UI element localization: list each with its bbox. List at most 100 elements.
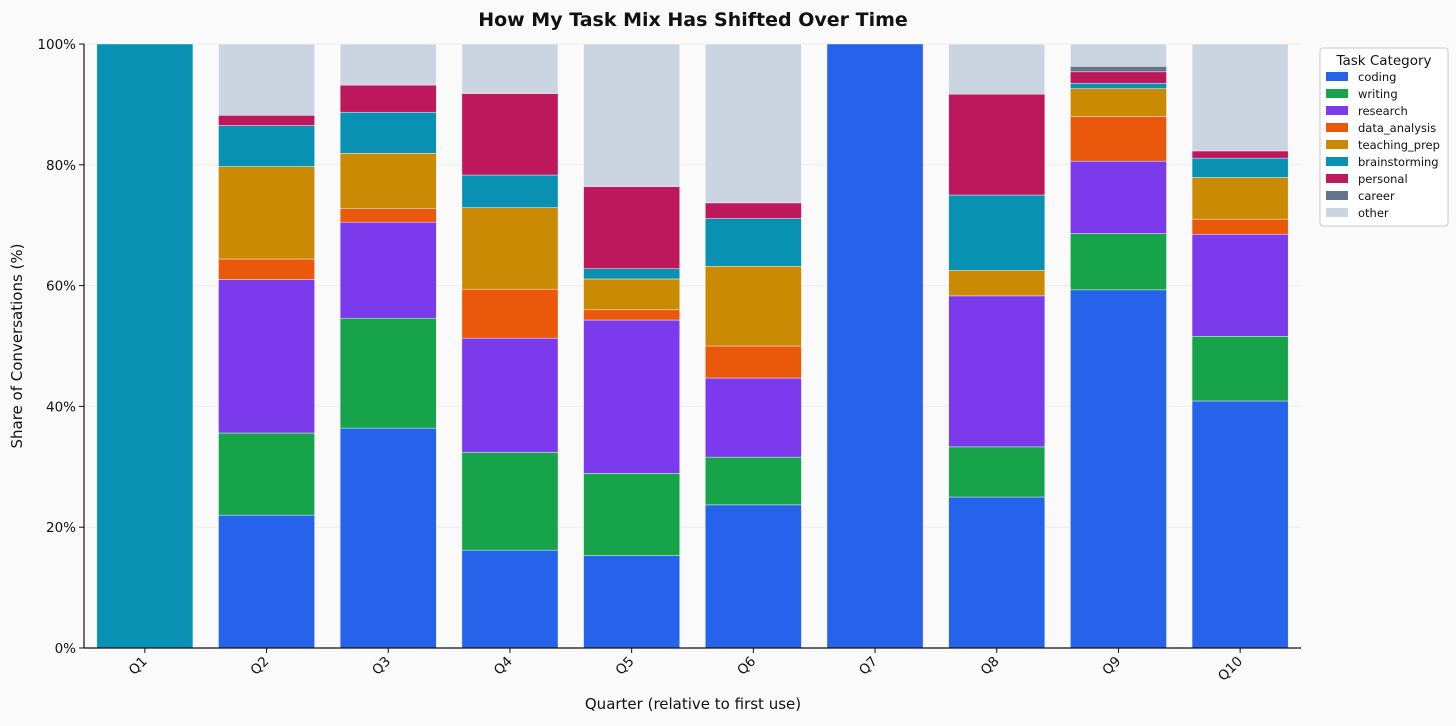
bar-q6-coding <box>704 504 802 649</box>
bar-q9-research <box>1070 160 1167 234</box>
bar-q10-writing <box>1191 336 1289 402</box>
bar-q2-data-analysis <box>218 258 315 280</box>
bar-q10-brainstorming <box>1191 157 1289 178</box>
bar-q5-brainstorming <box>583 268 681 280</box>
bar-q10-teaching-prep <box>1191 177 1289 220</box>
bar-q3-research <box>339 221 437 319</box>
x-tick-label-q8: Q8 <box>978 654 1003 679</box>
bar-stack-q8 <box>948 43 1046 649</box>
bar-q5-teaching-prep <box>583 278 681 311</box>
bar-q9-personal <box>1070 71 1167 84</box>
legend-item-coding: coding <box>1326 70 1396 84</box>
y-tick-label-0: 0% <box>55 641 77 657</box>
legend-swatch-teaching-prep <box>1326 140 1348 149</box>
x-ticks: Q1 Q2 Q3 Q4 Q5 Q6 Q7 Q8 Q9 Q10 <box>126 648 1246 684</box>
bar-q4-teaching-prep <box>461 207 559 290</box>
bar-q2-personal <box>218 114 315 126</box>
legend-item-research: research <box>1326 104 1408 118</box>
x-tick-label-q7: Q7 <box>856 654 881 679</box>
bar-q4-research <box>461 337 559 453</box>
bar-q4-data-analysis <box>461 288 559 339</box>
legend-label-brainstorming: brainstorming <box>1358 155 1439 169</box>
x-tick-label-q6: Q6 <box>734 654 759 679</box>
legend-items: coding writing research data_analysisteachi… <box>1326 70 1440 220</box>
bar-q10-personal <box>1191 150 1289 159</box>
bar-q6-other <box>704 43 802 204</box>
bar-q6-brainstorming <box>704 218 802 267</box>
y-tick-label-80: 80% <box>46 158 76 174</box>
bar-q7-coding <box>826 43 924 649</box>
bar-stack-q2 <box>218 43 315 649</box>
legend-label-data-analysis: data_analysis <box>1358 121 1436 135</box>
bar-q4-other <box>461 43 559 94</box>
legend-frame <box>1319 47 1449 227</box>
bar-q3-teaching-prep <box>339 153 437 209</box>
legend-label-coding: coding <box>1358 70 1396 84</box>
bar-q3-coding <box>339 427 437 649</box>
bar-q9-data-analysis <box>1070 116 1167 162</box>
bar-q5-personal <box>583 186 681 269</box>
legend-item-other: other <box>1326 206 1389 220</box>
bar-stack-q5 <box>583 43 681 649</box>
bar-q5-research <box>583 319 681 474</box>
x-axis-label: Quarter (relative to first use) <box>585 695 801 713</box>
bar-q8-other <box>948 43 1046 95</box>
bar-stack-q10 <box>1191 43 1289 649</box>
legend-item-data-analysis: data_analysis <box>1326 121 1436 135</box>
legend-item-career: career <box>1326 189 1395 203</box>
bar-q8-writing <box>948 446 1046 498</box>
bar-q10-data-analysis <box>1191 218 1289 235</box>
legend-label-writing: writing <box>1358 87 1398 101</box>
legend-swatch-research <box>1326 106 1348 115</box>
bar-q6-data-analysis <box>704 345 802 379</box>
bar-q2-other <box>218 43 315 116</box>
legend-label-research: research <box>1358 104 1408 118</box>
bar-stack-q7 <box>826 43 924 649</box>
bar-q3-personal <box>339 84 437 113</box>
bar-q9-coding <box>1070 289 1167 649</box>
bar-q8-coding <box>948 496 1046 649</box>
bar-q9-career <box>1070 66 1167 73</box>
bar-q1-brainstorming <box>96 43 194 649</box>
x-tick-label-q2: Q2 <box>247 654 272 679</box>
x-tick-label-q1: Q1 <box>126 654 151 679</box>
legend-item-writing: writing <box>1326 87 1398 101</box>
bar-q4-brainstorming <box>461 174 559 208</box>
bar-q2-teaching-prep <box>218 166 315 260</box>
bar-q6-research <box>704 377 802 458</box>
bar-q2-writing <box>218 432 315 516</box>
y-tick-label-40: 40% <box>46 399 76 415</box>
bar-q9-teaching-prep <box>1070 88 1167 117</box>
bar-q2-coding <box>218 514 315 649</box>
bar-q9-brainstorming <box>1070 82 1167 89</box>
x-tick-label-q3: Q3 <box>369 654 394 679</box>
bar-q6-teaching-prep <box>704 265 802 347</box>
bar-q8-teaching-prep <box>948 270 1046 297</box>
bar-q6-personal <box>704 202 802 219</box>
bar-q4-personal <box>461 93 559 176</box>
legend-swatch-other <box>1326 208 1348 217</box>
axes <box>83 44 1301 649</box>
legend-swatch-writing <box>1326 89 1348 98</box>
bar-stack-q1 <box>96 43 194 649</box>
legend-swatch-data-analysis <box>1326 123 1348 132</box>
bar-q5-other <box>583 43 681 187</box>
bar-q6-writing <box>704 456 802 506</box>
bar-q8-personal <box>948 93 1046 196</box>
x-tick-label-q10: Q10 <box>1215 654 1246 685</box>
bar-q3-other <box>339 43 437 86</box>
legend: Task Category coding writing research data_… <box>1319 47 1449 227</box>
legend-label-career: career <box>1358 189 1395 203</box>
chart-title: How My Task Mix Has Shifted Over Time <box>478 9 908 31</box>
bar-stack-q3 <box>339 43 437 649</box>
bar-q10-coding <box>1191 400 1289 649</box>
bar-q5-coding <box>583 555 681 649</box>
bar-q2-research <box>218 279 315 434</box>
bar-q3-brainstorming <box>339 111 437 154</box>
bar-q10-research <box>1191 233 1289 337</box>
bar-q9-other <box>1070 43 1167 67</box>
bar-q8-brainstorming <box>948 194 1046 271</box>
legend-swatch-personal <box>1326 174 1348 183</box>
legend-swatch-coding <box>1326 72 1348 81</box>
